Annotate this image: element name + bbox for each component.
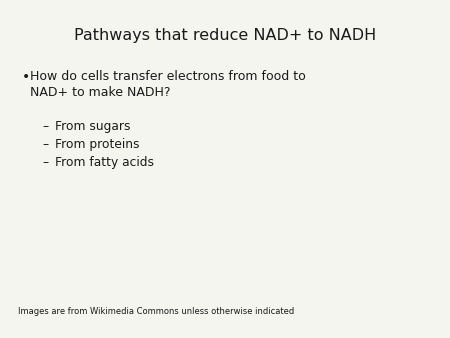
Text: How do cells transfer electrons from food to: How do cells transfer electrons from foo…	[30, 70, 306, 83]
Text: Images are from Wikimedia Commons unless otherwise indicated: Images are from Wikimedia Commons unless…	[18, 307, 294, 316]
Text: NAD+ to make NADH?: NAD+ to make NADH?	[30, 86, 171, 99]
Text: From fatty acids: From fatty acids	[55, 156, 154, 169]
Text: •: •	[22, 70, 30, 84]
Text: Pathways that reduce NAD+ to NADH: Pathways that reduce NAD+ to NADH	[74, 28, 376, 43]
Text: From sugars: From sugars	[55, 120, 130, 133]
Text: –: –	[42, 120, 48, 133]
Text: –: –	[42, 156, 48, 169]
Text: From proteins: From proteins	[55, 138, 140, 151]
Text: –: –	[42, 138, 48, 151]
